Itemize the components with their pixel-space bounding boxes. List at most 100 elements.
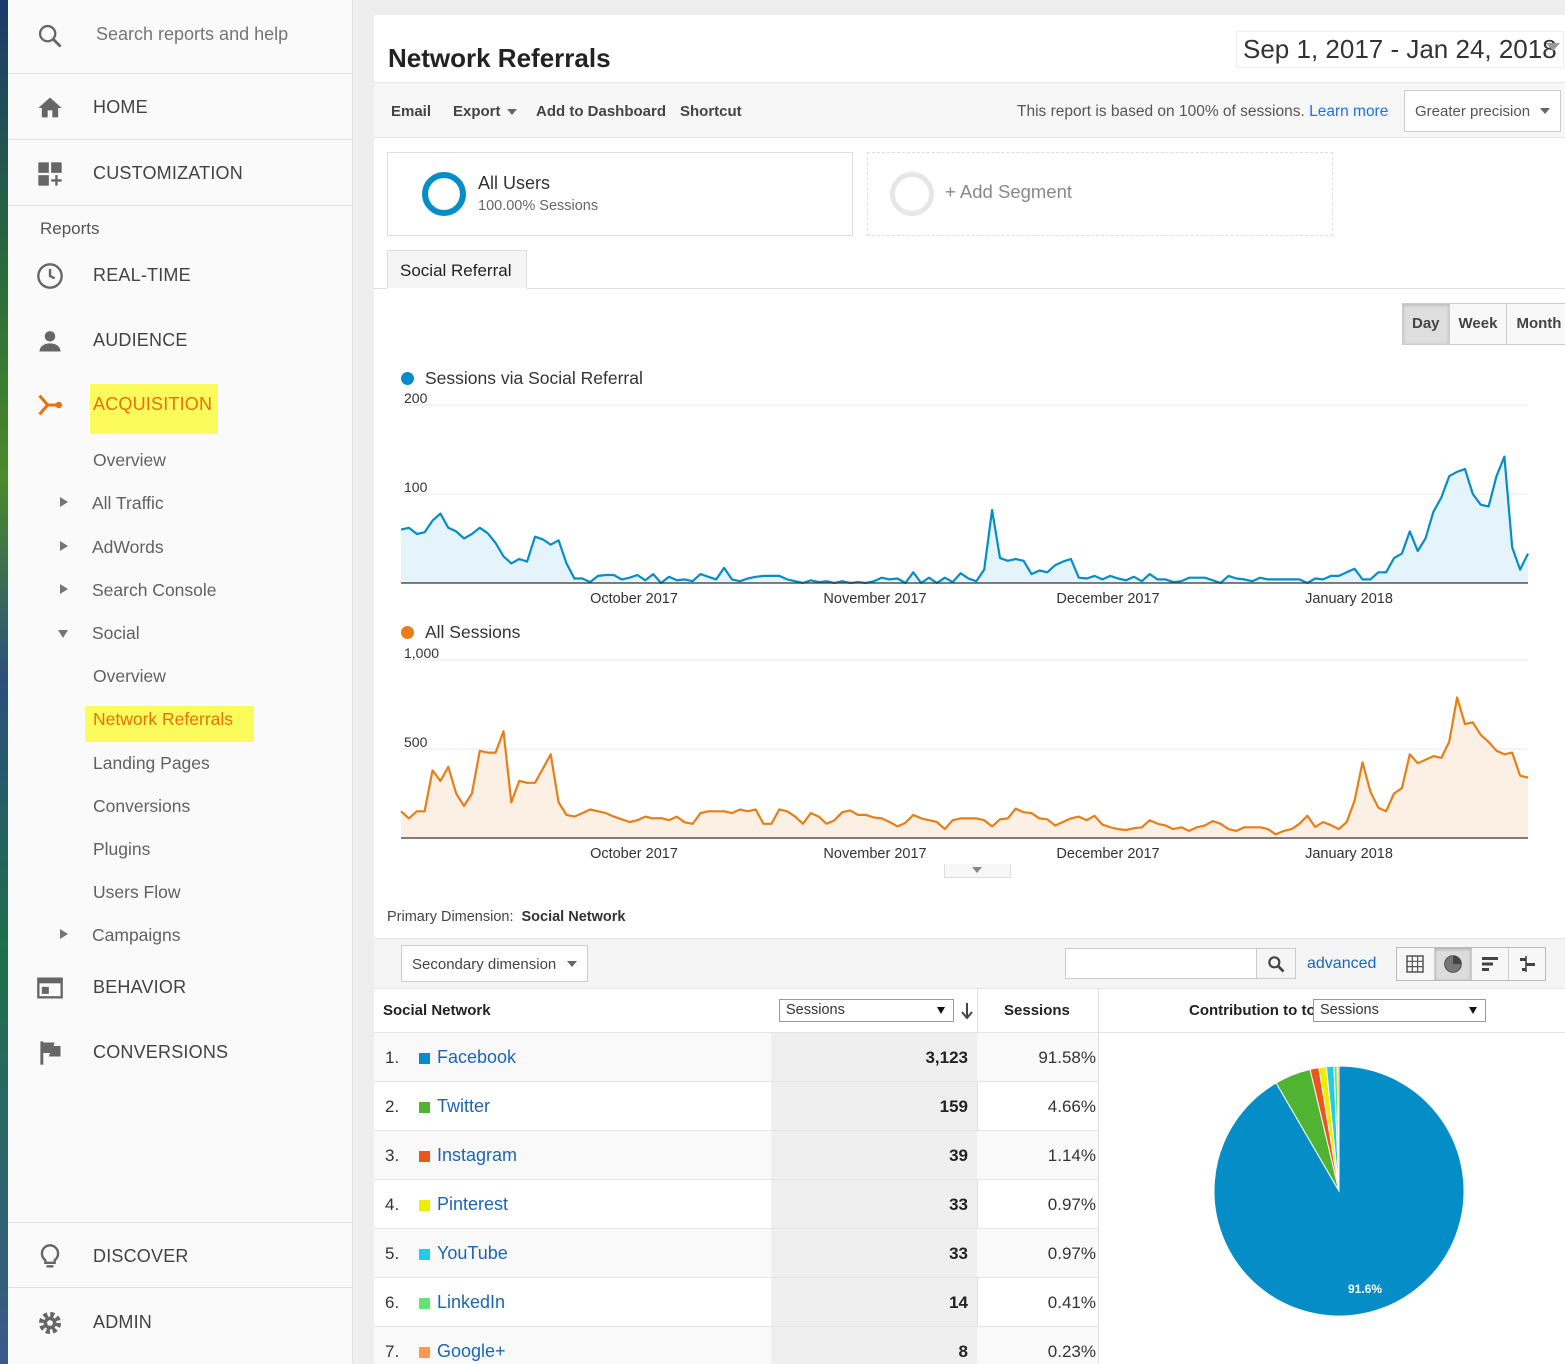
- network-link[interactable]: Pinterest: [437, 1194, 509, 1214]
- sessions-metric-value: Sessions: [786, 1002, 845, 1018]
- column-divider: [1098, 989, 1099, 1364]
- sidebar-item-discover[interactable]: DISCOVER: [8, 1222, 353, 1288]
- sidebar-item-home[interactable]: HOME: [8, 74, 352, 140]
- pie-slice[interactable]: [1336, 1065, 1340, 1192]
- secondary-dimension-select[interactable]: Secondary dimension: [401, 945, 588, 982]
- email-button[interactable]: Email: [391, 103, 432, 120]
- x-tick-label: January 2018: [1305, 591, 1393, 607]
- sidebar-item-acquisition[interactable]: ACQUISITION: [8, 371, 353, 437]
- sidebar-search[interactable]: Search reports and help: [8, 0, 352, 74]
- sidebar-acq-overview[interactable]: Overview: [93, 450, 166, 470]
- network-link[interactable]: Facebook: [437, 1047, 517, 1067]
- sessions-metric-select[interactable]: Sessions: [779, 999, 954, 1022]
- bar-list-icon: [1482, 957, 1498, 971]
- x-tick-label: October 2017: [590, 591, 678, 607]
- comparison-icon: [1520, 956, 1535, 972]
- sort-arrow-icon[interactable]: [960, 1002, 974, 1020]
- sidebar-search-console[interactable]: Search Console: [92, 580, 217, 600]
- sidebar-item-label: DISCOVER: [93, 1246, 189, 1266]
- column-header-sessions[interactable]: Sessions: [1004, 1002, 1070, 1019]
- chart-resize-handle[interactable]: [944, 864, 1011, 878]
- sessions-value: 39: [949, 1146, 968, 1165]
- sidebar-all-traffic[interactable]: All Traffic: [92, 493, 164, 513]
- chevron-down-icon: [1540, 108, 1550, 114]
- sessions-percent: 0.23%: [1047, 1342, 1096, 1361]
- advanced-filter-link[interactable]: advanced: [1307, 955, 1377, 972]
- collapse-arrow-icon[interactable]: [58, 630, 68, 638]
- pie-slice[interactable]: [1213, 1065, 1465, 1317]
- series-color-swatch: [419, 1298, 430, 1309]
- network-link[interactable]: Instagram: [437, 1145, 518, 1165]
- network-link[interactable]: YouTube: [437, 1243, 508, 1263]
- sessions-cell: 33: [771, 1229, 977, 1277]
- data-table-view-button[interactable]: [1397, 948, 1434, 980]
- expand-arrow-icon[interactable]: [60, 929, 68, 939]
- row-number: 2.: [385, 1097, 400, 1116]
- pie-view-button[interactable]: [1434, 948, 1471, 980]
- sessions-value: 8: [958, 1342, 968, 1361]
- sidebar-item-audience[interactable]: AUDIENCE: [8, 307, 353, 373]
- sidebar-item-admin[interactable]: ADMIN: [8, 1289, 353, 1355]
- tab-social-referral[interactable]: Social Referral: [387, 250, 527, 289]
- segment-ring-icon: [422, 172, 466, 216]
- desktop-background-strip: [0, 0, 8, 1364]
- table-search-input[interactable]: [1065, 948, 1257, 979]
- contribution-metric-value: Sessions: [1320, 1002, 1379, 1018]
- column-header-network[interactable]: Social Network: [383, 1002, 491, 1019]
- primary-dimension: Primary Dimension: Social Network: [387, 909, 625, 925]
- chevron-down-icon: [567, 961, 577, 967]
- row-number: 4.: [385, 1195, 400, 1214]
- chevron-down-icon[interactable]: [1546, 43, 1560, 51]
- sidebar-plugins[interactable]: Plugins: [93, 839, 151, 859]
- row-number: 5.: [385, 1244, 400, 1263]
- network-link[interactable]: LinkedIn: [437, 1292, 506, 1312]
- sidebar-landing-pages[interactable]: Landing Pages: [93, 753, 210, 773]
- sidebar-social-overview[interactable]: Overview: [93, 666, 166, 686]
- day-button[interactable]: Day: [1403, 304, 1449, 344]
- table-view-toggle: [1396, 947, 1546, 981]
- search-icon: [1268, 956, 1285, 973]
- series-color-swatch: [419, 1102, 430, 1113]
- sidebar-network-referrals[interactable]: Network Referrals: [93, 709, 234, 729]
- date-range-picker[interactable]: Sep 1, 2017 - Jan 24, 2018: [1236, 31, 1564, 68]
- network-link[interactable]: Google+: [437, 1341, 506, 1361]
- add-segment-button[interactable]: + Add Segment: [867, 152, 1333, 236]
- x-tick-label: December 2017: [1056, 846, 1159, 862]
- month-button[interactable]: Month: [1506, 304, 1565, 344]
- sampling-notice: This report is based on 100% of sessions…: [1017, 103, 1388, 121]
- add-to-dashboard-button[interactable]: Add to Dashboard: [536, 103, 666, 120]
- sidebar-item-behavior[interactable]: BEHAVIOR: [8, 954, 353, 1020]
- contribution-metric-select[interactable]: Sessions: [1313, 999, 1486, 1022]
- sidebar-adwords[interactable]: AdWords: [92, 537, 164, 557]
- sidebar-social[interactable]: Social: [92, 623, 140, 643]
- expand-arrow-icon[interactable]: [60, 541, 68, 551]
- segment-all-users[interactable]: All Users 100.00% Sessions: [387, 152, 853, 236]
- performance-view-button[interactable]: [1471, 948, 1508, 980]
- expand-arrow-icon[interactable]: [60, 497, 68, 507]
- export-label: Export: [453, 103, 501, 120]
- export-button[interactable]: Export: [453, 103, 517, 120]
- primary-dimension-label: Primary Dimension:: [387, 909, 514, 925]
- sidebar-item-customization[interactable]: CUSTOMIZATION: [8, 140, 352, 206]
- sidebar-conversions[interactable]: Conversions: [93, 796, 191, 816]
- sessions-value: 3,123: [925, 1048, 968, 1067]
- week-button[interactable]: Week: [1448, 304, 1507, 344]
- primary-dimension-value[interactable]: Social Network: [521, 909, 626, 925]
- sidebar-campaigns[interactable]: Campaigns: [92, 925, 181, 945]
- row-number: 6.: [385, 1293, 400, 1312]
- network-link[interactable]: Twitter: [437, 1096, 491, 1116]
- shortcut-button[interactable]: Shortcut: [680, 103, 742, 120]
- sidebar-item-conversions[interactable]: CONVERSIONS: [8, 1019, 353, 1085]
- sidebar-item-label: ADMIN: [93, 1312, 152, 1332]
- table-search-button[interactable]: [1256, 948, 1296, 979]
- search-placeholder: Search reports and help: [96, 24, 289, 44]
- sidebar-users-flow[interactable]: Users Flow: [93, 882, 181, 902]
- precision-select[interactable]: Greater precision: [1404, 90, 1561, 132]
- row-number: 1.: [385, 1048, 400, 1067]
- learn-more-link[interactable]: Learn more: [1309, 103, 1389, 120]
- sidebar-item-realtime[interactable]: REAL-TIME: [8, 242, 353, 308]
- clock-icon: [36, 262, 64, 290]
- sessions-percent: 4.66%: [1047, 1097, 1096, 1116]
- expand-arrow-icon[interactable]: [60, 584, 68, 594]
- comparison-view-button[interactable]: [1508, 948, 1545, 980]
